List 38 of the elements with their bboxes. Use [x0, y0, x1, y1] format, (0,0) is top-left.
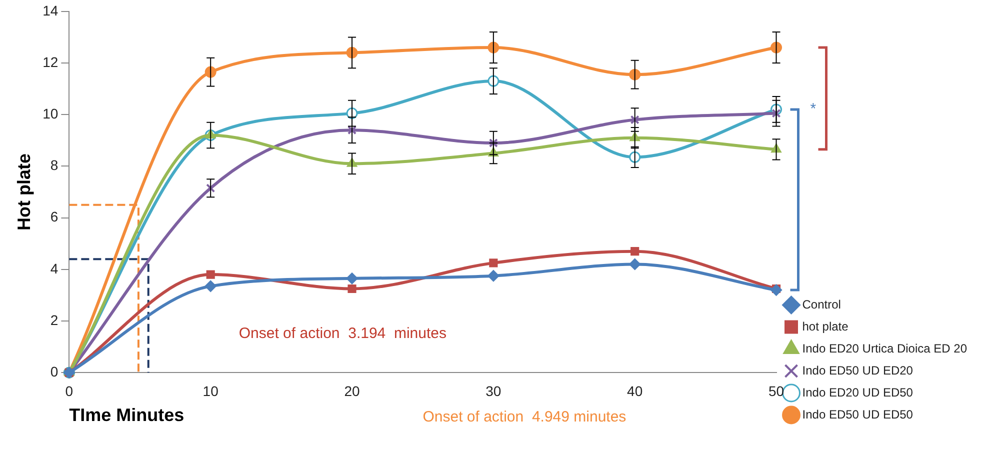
y-tick-label: 14	[42, 2, 58, 18]
point	[630, 247, 640, 256]
y-tick-label: 6	[50, 208, 58, 225]
point	[488, 270, 500, 282]
legend-label: Indo ED20 UD ED50	[802, 385, 914, 400]
legend-label: Indo ED50 UD ED20	[802, 363, 914, 378]
text: Onset of action 4.949 minutes	[422, 408, 626, 426]
x-axis-title: TIme Minutes	[69, 405, 184, 426]
y-tick-label: 2	[50, 312, 58, 328]
point	[770, 284, 782, 296]
x-tick-label: 40	[627, 382, 643, 399]
legend-label: Indo ED20 Urtica Dioica ED 20	[802, 341, 968, 356]
y-tick-label: 12	[42, 54, 58, 70]
point	[629, 258, 641, 270]
x-tick-label: 0	[65, 382, 74, 399]
point	[206, 184, 216, 193]
point	[772, 108, 781, 118]
annotation: Onset of action 3.194 minutes	[238, 325, 446, 342]
legend-label: Control	[802, 297, 841, 312]
point	[347, 126, 357, 135]
x-tick-label: 10	[202, 382, 219, 399]
point	[489, 258, 498, 268]
text: *	[810, 100, 816, 118]
x-tick-label: 30	[486, 382, 502, 399]
legend-label: hot plate	[802, 319, 849, 334]
point	[348, 284, 356, 294]
point	[346, 272, 358, 284]
legend-label: Indo ED50 UD ED50	[802, 407, 914, 422]
point	[630, 115, 640, 124]
y-tick-label: 8	[50, 157, 58, 174]
y-axis-title: Hot plate	[14, 153, 34, 231]
y-tick-label: 0	[50, 363, 58, 380]
y-tick-label: 4	[50, 260, 58, 276]
x-tick-label: 20	[344, 382, 360, 399]
point	[488, 138, 498, 148]
y-tick-label: 10	[42, 105, 58, 122]
point	[206, 270, 215, 279]
point	[204, 280, 216, 292]
